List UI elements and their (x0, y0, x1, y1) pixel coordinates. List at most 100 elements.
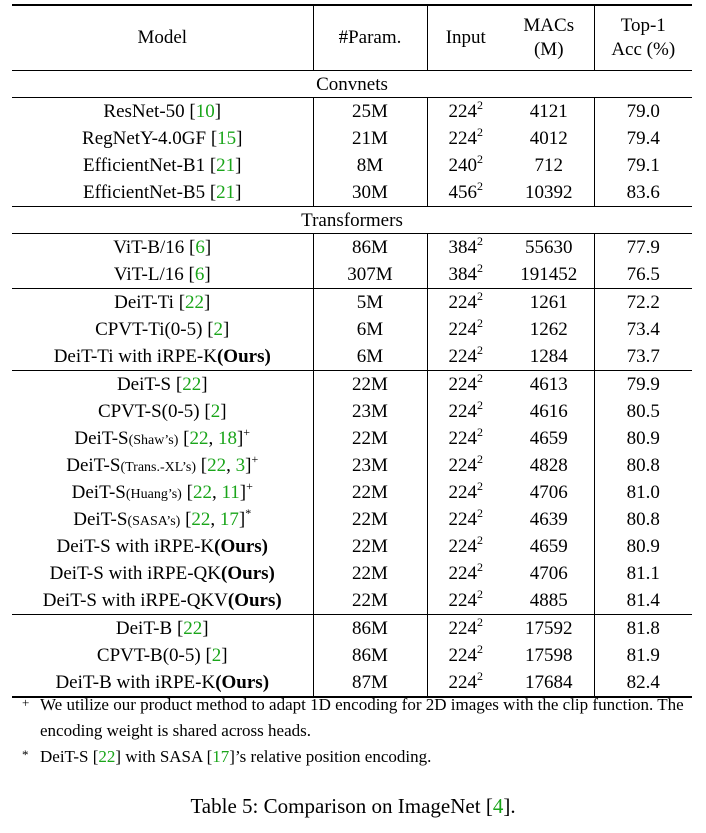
model-cell: DeiT-S with iRPE-QK(Ours) (12, 560, 313, 587)
macs-cell: 4012 (529, 128, 568, 149)
input-cell: 2242 (426, 560, 504, 587)
table-row: DeiT-S [22] 22M 2242 4613 79.9 (12, 370, 692, 398)
input-size: 224 (448, 428, 478, 449)
citation-link[interactable]: 22 (207, 455, 227, 476)
citation-link[interactable]: 22 (183, 618, 203, 639)
macs-cell: 55630 (504, 233, 594, 261)
model-cell: RegNetY-4.0GF [15] (82, 128, 243, 149)
footnote-star-ref2[interactable]: 17 (212, 747, 230, 766)
input-size: 224 (448, 292, 478, 313)
table-row: DeiT-S with iRPE-QKV(Ours) 22M 2242 4885 81.… (12, 587, 692, 615)
input-cell: 2242 (426, 343, 504, 371)
param-cell: 21M (312, 125, 427, 152)
citation-link[interactable]: 10 (195, 101, 215, 122)
citation-link[interactable]: 6 (194, 264, 205, 285)
footnotes: + We utilize our product method to adapt … (18, 692, 694, 770)
acc-cell: 73.4 (593, 316, 692, 343)
table-row: DeiT-S(Huang’s) [22, 11]+ 22M 2242 4706 81.0 (12, 479, 692, 506)
input-size: 224 (448, 128, 478, 149)
macs-cell: 4613 (504, 370, 594, 398)
input-exponent: 2 (477, 451, 483, 466)
input-size: 224 (448, 563, 478, 584)
param-cell: 23M (312, 452, 427, 479)
macs-cell: 4659 (529, 428, 568, 449)
input-cell: 2242 (426, 370, 504, 398)
acc-cell: 81.9 (593, 642, 692, 669)
citation-link[interactable]: 17 (219, 509, 239, 530)
footnote-star-ref1[interactable]: 22 (98, 747, 116, 766)
input-exponent: 2 (477, 424, 483, 439)
citation-link[interactable]: 22 (191, 509, 211, 530)
citation-link[interactable]: 22 (189, 428, 209, 449)
variant-label: (Shaw’s) (128, 433, 179, 448)
input-cell: 2242 (426, 424, 504, 452)
table-row: DeiT-B [22] 86M 2242 17592 81.8 (12, 614, 692, 642)
citation-link[interactable]: 6 (195, 237, 205, 258)
input-exponent: 2 (477, 478, 483, 493)
model-name: ResNet-50 (103, 101, 185, 122)
acc-cell: 77.9 (593, 233, 692, 261)
caption-end: . (510, 794, 516, 818)
model-name: DeiT-S (74, 428, 129, 449)
input-exponent: 2 (477, 97, 483, 112)
model-cell: DeiT-Ti with iRPE-K(Ours) (12, 343, 313, 371)
macs-cell: 4639 (529, 509, 568, 530)
citation-link[interactable]: 21 (216, 182, 236, 203)
input-cell: 3842 (426, 260, 504, 289)
input-cell: 2242 (426, 97, 504, 125)
model-cell: DeiT-S(Shaw’s) [22, 18]+ (74, 424, 251, 449)
table-row: CPVT-Ti(0-5) [2] 6M 2242 1262 73.4 (12, 316, 692, 343)
input-exponent: 2 (477, 505, 483, 520)
param-cell: 87M (312, 669, 427, 698)
ours-label: (Ours) (215, 672, 270, 693)
model-name: CPVT-S(0-5) (97, 401, 200, 422)
acc-cell: 76.5 (593, 261, 692, 289)
macs-cell: 712 (534, 155, 564, 176)
table-caption: Table 5: Comparison on ImageNet [4]. (190, 794, 516, 818)
input-exponent: 2 (477, 532, 483, 547)
citation-link[interactable]: 15 (217, 128, 237, 149)
acc-cell: 79.0 (593, 97, 692, 125)
model-cell: DeiT-Ti [22] (12, 288, 313, 316)
input-size: 240 (448, 155, 478, 176)
header-macs-line2: (M) (533, 39, 564, 60)
param-cell: 22M (312, 479, 427, 506)
param-cell: 6M (312, 343, 427, 371)
acc-cell: 79.4 (593, 125, 692, 152)
caption-ref[interactable]: 4 (492, 794, 504, 818)
footnote-plus: + We utilize our product method to adapt … (18, 692, 694, 744)
table-row: DeiT-Ti with iRPE-K(Ours) 6M 2242 1284 73.7 (12, 343, 692, 371)
model-cell: DeiT-B [22] (12, 614, 313, 642)
param-cell: 86M (312, 614, 427, 642)
citation-link[interactable]: 11 (221, 482, 240, 503)
citation-link[interactable]: 3 (235, 455, 246, 476)
citation-link[interactable]: 22 (182, 374, 202, 395)
model-cell: CPVT-Ti(0-5) [2] (95, 319, 230, 340)
citation-link[interactable]: 2 (213, 319, 224, 340)
input-cell: 2242 (426, 316, 504, 343)
citation-link[interactable]: 21 (216, 155, 236, 176)
input-cell: 2242 (426, 478, 504, 506)
citation-link[interactable]: 2 (210, 401, 221, 422)
acc-cell: 83.6 (593, 179, 692, 207)
input-exponent: 2 (477, 260, 483, 275)
input-cell: 4562 (426, 178, 504, 207)
param-cell: 22M (312, 425, 427, 452)
input-exponent: 2 (477, 151, 483, 166)
input-exponent: 2 (477, 178, 483, 193)
model-cell: CPVT-S(0-5) [2] (97, 401, 227, 422)
citation-link[interactable]: 22 (192, 482, 212, 503)
input-cell: 2242 (426, 288, 504, 316)
header-macs: MACs (M) (504, 4, 594, 71)
model-cell: DeiT-S with iRPE-K(Ours) (12, 533, 313, 560)
table-row: DeiT-B with iRPE-K(Ours) 87M 2242 17684 82.4 (12, 669, 692, 698)
section-label-convnets: Convnets (12, 70, 692, 98)
macs-cell: 4828 (529, 455, 568, 476)
macs-cell: 10392 (525, 182, 573, 203)
citation-link[interactable]: 18 (217, 428, 237, 449)
footnote-plus-mark: + (22, 695, 30, 710)
citation-link[interactable]: 22 (185, 292, 205, 313)
citation-link[interactable]: 2 (211, 645, 222, 666)
macs-cell: 4616 (529, 401, 568, 422)
footnote-plus-text: We utilize our product method to adapt 1… (40, 695, 684, 740)
